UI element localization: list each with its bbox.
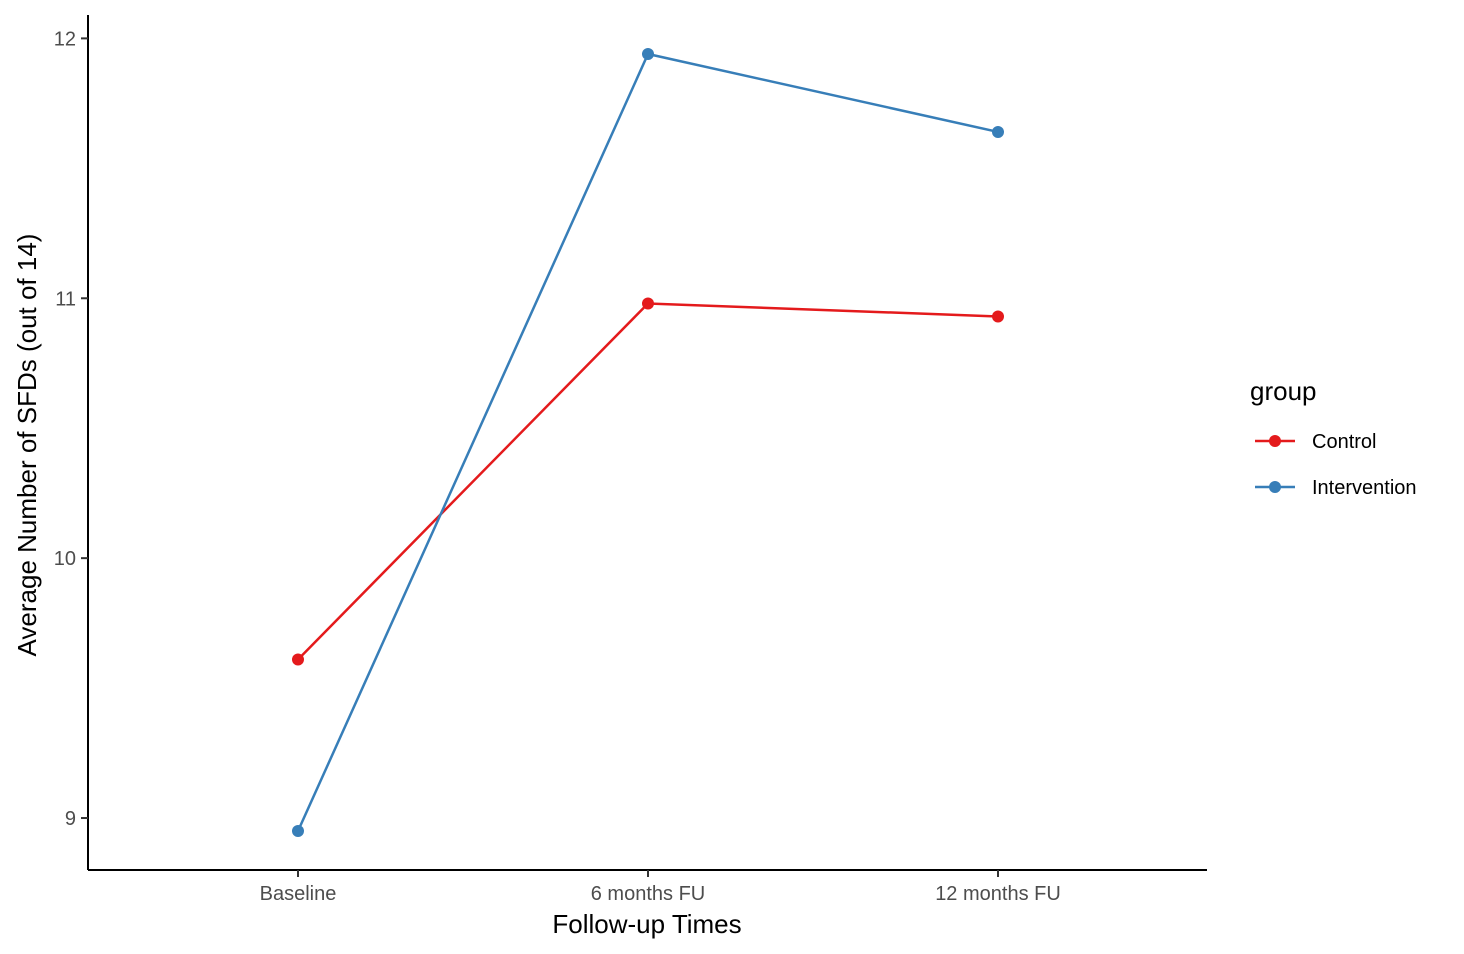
- y-tick-label: 9: [65, 808, 76, 830]
- x-tick-label: Baseline: [260, 883, 337, 905]
- data-point: [992, 125, 1004, 138]
- data-point: [642, 297, 654, 310]
- y-tick-label: 12: [54, 28, 76, 50]
- legend-title: group: [1250, 376, 1317, 406]
- legend-item-intervention: Intervention: [1255, 477, 1417, 499]
- legend: group Control Intervention: [1250, 376, 1417, 499]
- x-tick-label: 12 months FU: [935, 883, 1061, 905]
- legend-items: Control Intervention: [1255, 431, 1417, 499]
- series-line: [296, 52, 999, 832]
- series-layer: [292, 47, 1004, 838]
- plot-panel: 9 10 11 12 Baseline 6 months FU 12 months FU: [54, 15, 1207, 905]
- x-axis-title: Follow-up Times: [552, 909, 741, 939]
- y-axis-ticks: 9 10 11 12: [54, 28, 88, 830]
- y-tick-label: 11: [55, 288, 76, 310]
- legend-key-point: [1269, 435, 1281, 447]
- series-control: [292, 297, 1004, 666]
- data-point: [292, 825, 304, 838]
- data-point: [642, 47, 654, 60]
- y-axis-title: Average Number of SFDs (out of 14): [12, 234, 42, 657]
- series-line: [297, 302, 999, 661]
- y-tick-label: 10: [54, 548, 76, 570]
- data-point: [292, 653, 304, 666]
- legend-label: Control: [1312, 431, 1376, 453]
- legend-key-point: [1269, 481, 1281, 493]
- data-point: [992, 310, 1004, 323]
- series-intervention: [292, 47, 1004, 838]
- legend-item-control: Control: [1255, 431, 1376, 453]
- legend-label: Intervention: [1312, 477, 1417, 499]
- x-tick-label: 6 months FU: [591, 883, 705, 905]
- x-axis-ticks: Baseline 6 months FU 12 months FU: [260, 870, 1061, 905]
